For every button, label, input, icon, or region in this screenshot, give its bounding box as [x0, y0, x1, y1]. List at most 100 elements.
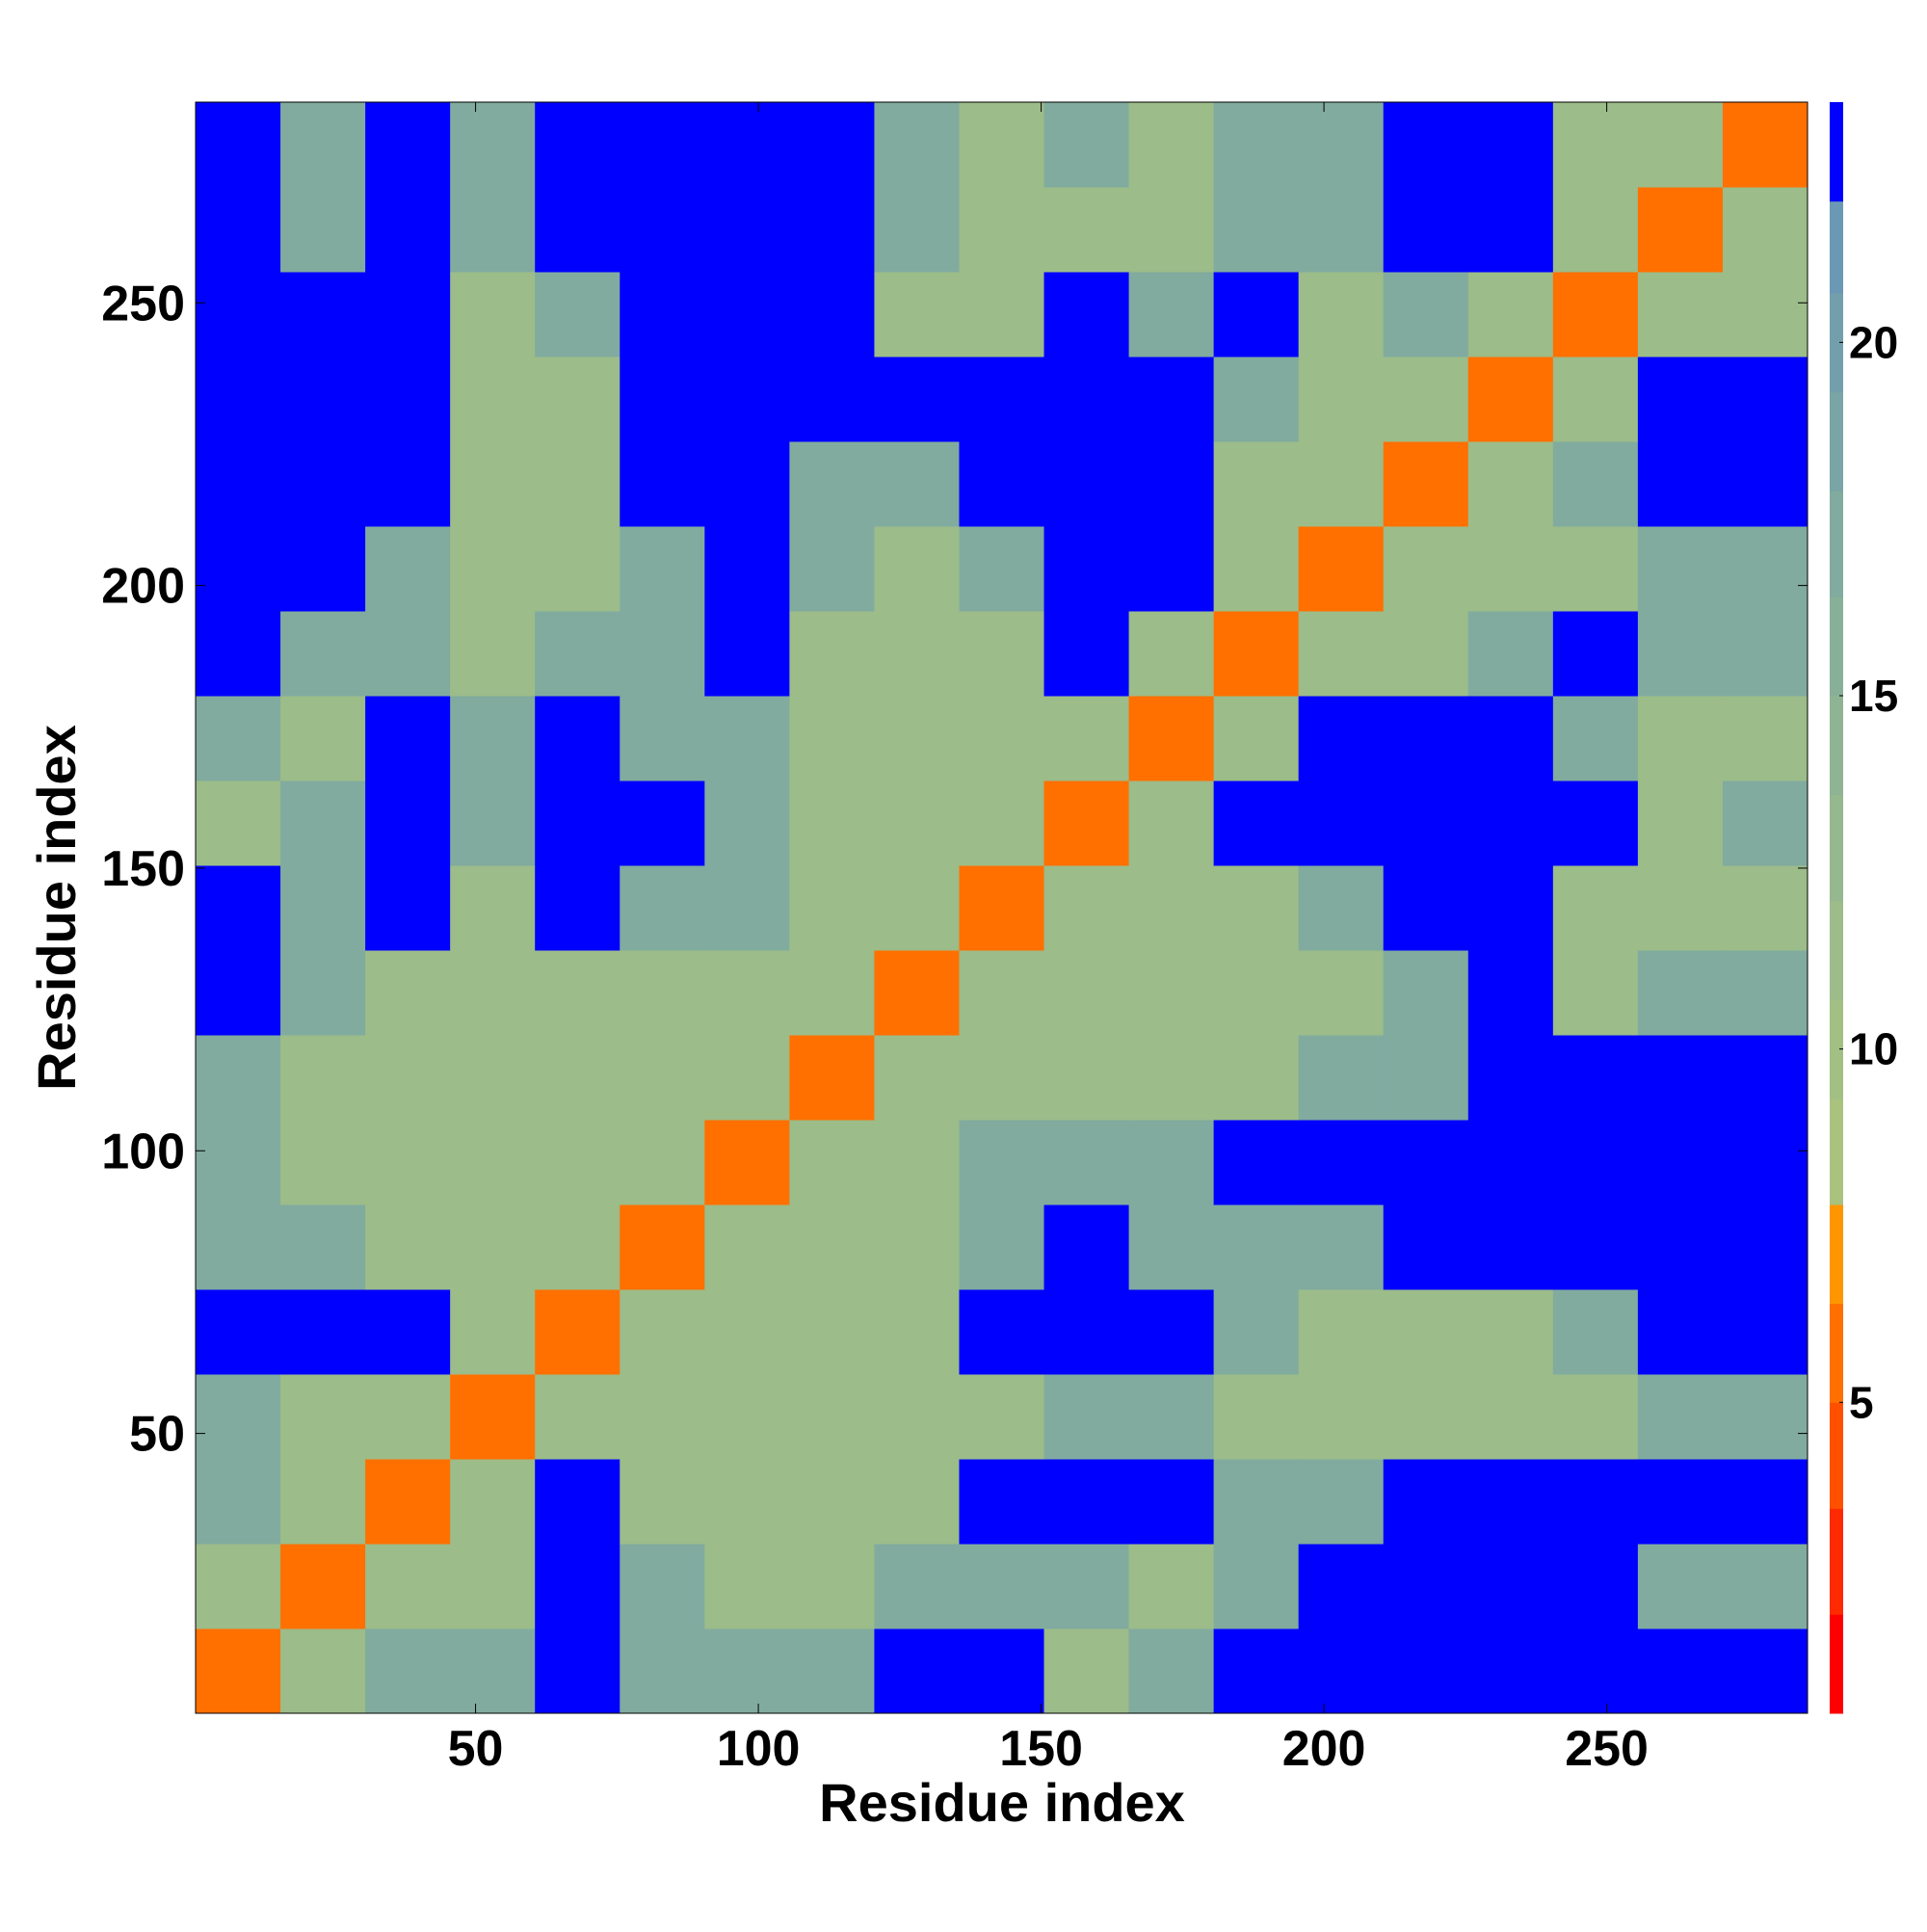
heatmap-cell: [1722, 1459, 1808, 1545]
heatmap-cell: [1552, 1289, 1639, 1375]
heatmap-cell: [789, 611, 875, 697]
heatmap-cell: [196, 441, 281, 527]
heatmap-cell: [1637, 1374, 1724, 1460]
heatmap-cell: [789, 1544, 875, 1629]
heatmap-cell: [535, 1544, 620, 1629]
heatmap-cell: [1128, 781, 1215, 866]
y-tick-label: 200: [101, 559, 185, 615]
heatmap-cell: [789, 357, 875, 442]
heatmap-cell: [365, 1289, 451, 1375]
heatmap-cell: [704, 1374, 790, 1460]
colorbar-tick-label: 10: [1849, 1024, 1898, 1074]
heatmap-cell: [1298, 1120, 1385, 1205]
heatmap-cell: [704, 611, 790, 697]
heatmap-cell: [959, 272, 1045, 357]
heatmap-cell: [196, 696, 281, 781]
heatmap-cell: [535, 696, 620, 781]
heatmap-cell: [1128, 1289, 1215, 1375]
heatmap-cell: [620, 696, 705, 781]
heatmap-cell: [196, 865, 281, 951]
heatmap-cell: [1722, 1035, 1808, 1121]
plot-frame: [195, 101, 1808, 1714]
heatmap-cell: [1383, 357, 1469, 442]
heatmap-cell: [1213, 1374, 1300, 1460]
heatmap-cell: [1043, 865, 1130, 951]
heatmap-cell: [874, 696, 960, 781]
heatmap-cell: [1722, 950, 1808, 1036]
heatmap-cell: [1043, 1374, 1130, 1460]
heatmap-cell: [280, 611, 366, 697]
heatmap-cell: [1298, 526, 1385, 612]
heatmap-cell: [196, 781, 281, 866]
heatmap-cell: [1552, 1374, 1639, 1460]
heatmap-cell: [196, 1289, 281, 1375]
heatmap-cell: [1722, 102, 1808, 188]
heatmap-cell: [704, 1628, 790, 1714]
heatmap-cell: [1298, 696, 1385, 781]
heatmap-cell: [1467, 187, 1554, 273]
heatmap-cell: [704, 357, 790, 442]
heatmap-cell: [196, 950, 281, 1036]
heatmap-cell: [1298, 1459, 1385, 1545]
heatmap-cell: [620, 1544, 705, 1629]
heatmap-cell: [1552, 696, 1639, 781]
heatmap-cell: [1128, 865, 1215, 951]
heatmap-cell: [1383, 1628, 1469, 1714]
heatmap-cell: [959, 1459, 1045, 1545]
heatmap-cell: [1552, 357, 1639, 442]
heatmap-cell: [1298, 950, 1385, 1036]
heatmap-cell: [1298, 1544, 1385, 1629]
heatmap-cell: [280, 526, 366, 612]
heatmap-cell: [704, 1204, 790, 1290]
heatmap-cell: [535, 357, 620, 442]
heatmap-cell: [704, 187, 790, 273]
heatmap-cell: [196, 1120, 281, 1205]
heatmap-cell: [1213, 102, 1300, 188]
heatmap-cell: [1128, 950, 1215, 1036]
heatmap-cell: [450, 187, 536, 273]
heatmap-cell: [789, 1204, 875, 1290]
heatmap-cell: [535, 611, 620, 697]
heatmap-cell: [1298, 781, 1385, 866]
heatmap-cell: [704, 1120, 790, 1205]
heatmap-cell: [1467, 1628, 1554, 1714]
heatmap-cell: [1128, 696, 1215, 781]
heatmap-cell: [1552, 611, 1639, 697]
heatmap-cell: [1298, 1628, 1385, 1714]
heatmap-cell: [1722, 1374, 1808, 1460]
colorbar-band: [1830, 794, 1843, 902]
heatmap-cell: [1722, 1544, 1808, 1629]
heatmap-cell: [874, 865, 960, 951]
heatmap-cell: [1128, 187, 1215, 273]
heatmap-cell: [789, 1459, 875, 1545]
heatmap-cell: [959, 1628, 1045, 1714]
colorbar-band: [1830, 596, 1843, 697]
heatmap-cell: [1552, 441, 1639, 527]
heatmap-cell: [196, 526, 281, 612]
heatmap-cell: [1213, 1120, 1300, 1205]
heatmap-cell: [196, 1628, 281, 1714]
heatmap-cell: [1637, 1204, 1724, 1290]
colorbar-band: [1830, 696, 1843, 796]
heatmap-cell: [1722, 1120, 1808, 1205]
heatmap-cell: [874, 781, 960, 866]
colorbar-band: [1830, 102, 1843, 202]
heatmap-cell: [1552, 1204, 1639, 1290]
heatmap-cell: [365, 441, 451, 527]
heatmap-cell: [874, 1544, 960, 1629]
heatmap-cell: [1467, 1289, 1554, 1375]
heatmap-cell: [789, 526, 875, 612]
x-tick-label: 250: [1565, 1721, 1649, 1777]
heatmap-cell: [704, 696, 790, 781]
heatmap-cell: [450, 1628, 536, 1714]
heatmap-cell: [620, 272, 705, 357]
heatmap-cell: [1383, 611, 1469, 697]
heatmap-cell: [450, 696, 536, 781]
heatmap-cell: [1467, 441, 1554, 527]
y-axis-title: Residue index: [26, 725, 87, 1091]
colorbar-band: [1830, 1508, 1843, 1615]
heatmap-cell: [1637, 102, 1724, 188]
colorbar-band: [1830, 1614, 1843, 1714]
heatmap-cell: [1043, 1544, 1130, 1629]
